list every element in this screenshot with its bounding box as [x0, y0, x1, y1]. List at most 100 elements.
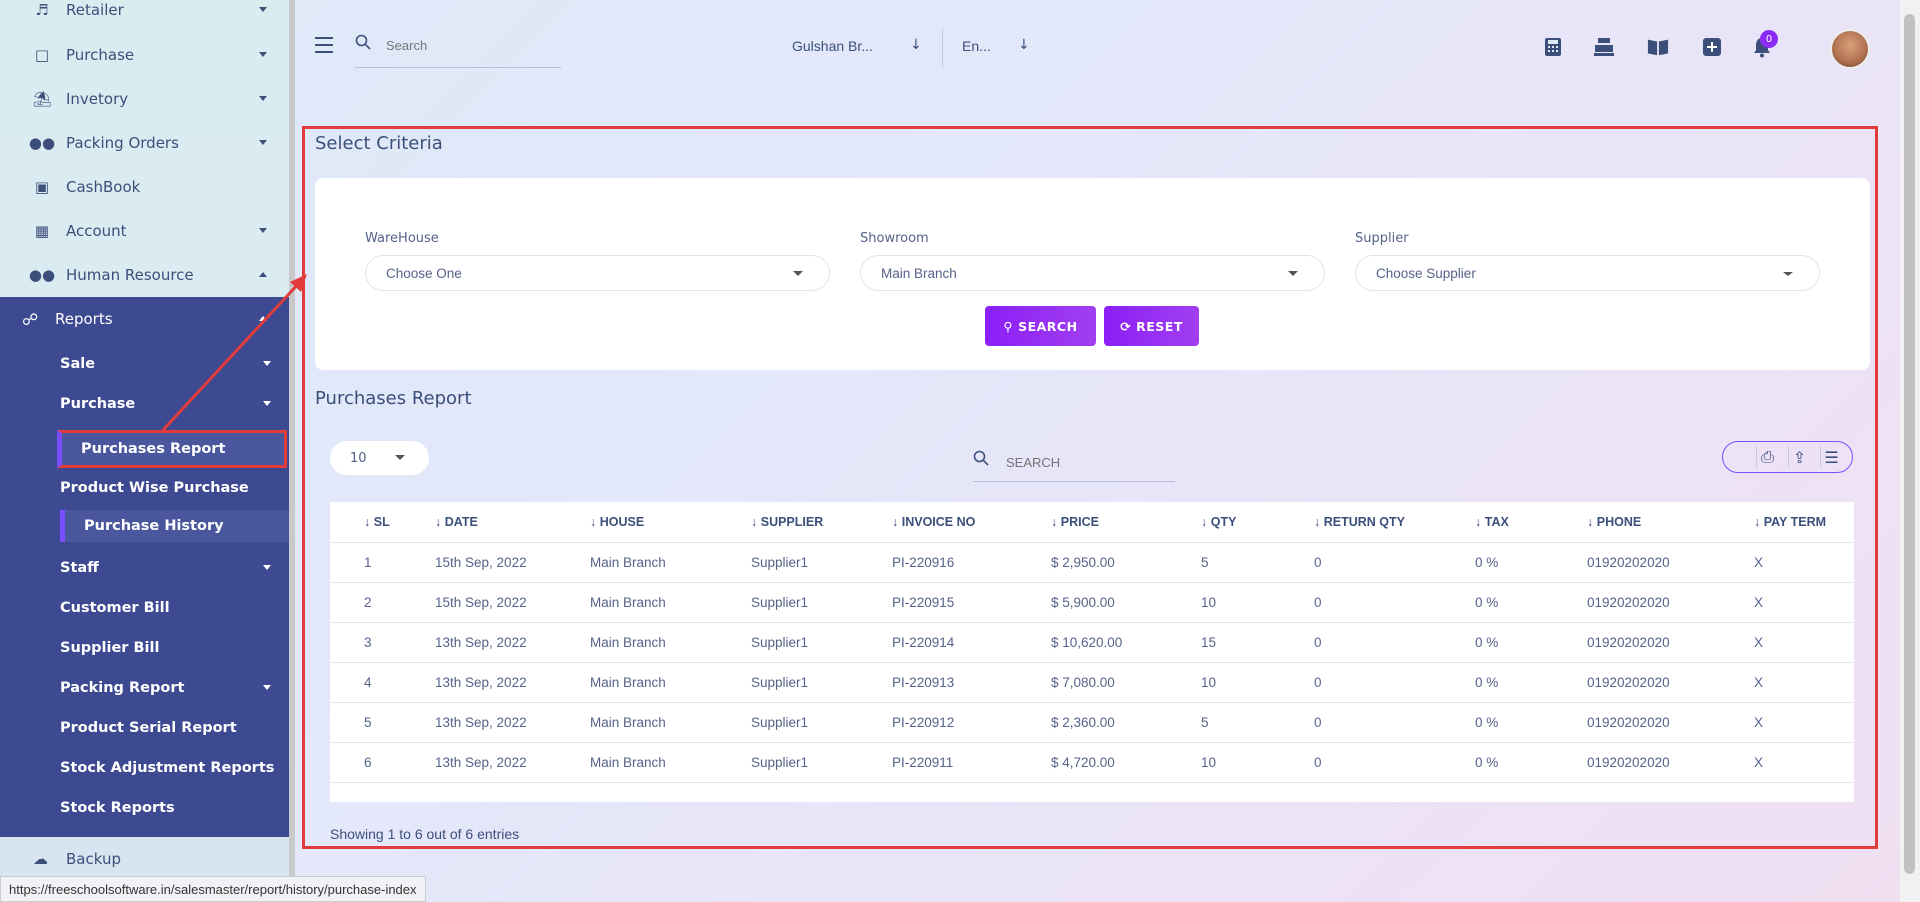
- search-button[interactable]: ⚲ SEARCH: [985, 306, 1096, 346]
- book-open-icon[interactable]: [1647, 36, 1669, 58]
- col-qty[interactable]: ↓ QTY: [1201, 502, 1314, 543]
- table-cell: Main Branch: [590, 622, 751, 663]
- divider: [942, 28, 943, 68]
- language-selector[interactable]: En...: [962, 38, 991, 54]
- sidebar-sub-stock-adjustment-reports[interactable]: Stock Adjustment Reports: [60, 760, 275, 776]
- caret-down-icon: [1783, 272, 1793, 276]
- chevron-up-icon: [259, 272, 267, 277]
- avatar[interactable]: [1830, 29, 1870, 69]
- table-cell: X: [1754, 662, 1854, 703]
- topbar: Gulshan Br... ↓ En... ↓: [295, 0, 1900, 95]
- chevron-down-icon: [259, 7, 267, 12]
- sidebar-scrollbar[interactable]: [289, 0, 295, 902]
- print-icon[interactable]: ⎙: [1756, 446, 1778, 468]
- calculator-icon: ▦: [34, 222, 50, 240]
- table-cell: 0 %: [1475, 742, 1587, 783]
- caret-down-icon: [793, 271, 803, 276]
- table-cell: 01920202020: [1587, 702, 1754, 743]
- col-phone[interactable]: ↓ PHONE: [1587, 502, 1754, 543]
- caret-down-icon: [395, 455, 405, 460]
- chevron-up-icon: [259, 316, 267, 321]
- table-cell: 0 %: [1475, 702, 1587, 743]
- hamburger-menu-icon[interactable]: [315, 37, 333, 53]
- page-scrollbar[interactable]: [1900, 0, 1920, 902]
- sidebar-sub-customer-bill[interactable]: Customer Bill: [60, 600, 170, 616]
- sidebar-sub-purchases-report[interactable]: Purchases Report: [57, 430, 287, 468]
- table-cell: 0: [1314, 742, 1475, 783]
- columns-icon[interactable]: ☰: [1820, 446, 1842, 468]
- table-cell: X: [1754, 542, 1854, 583]
- supplier-select[interactable]: Choose Supplier: [1355, 255, 1820, 291]
- table-cell: Main Branch: [590, 542, 751, 583]
- col-house[interactable]: ↓ HOUSE: [590, 502, 751, 543]
- criteria-title: Select Criteria: [315, 133, 443, 154]
- col-invoice-no[interactable]: ↓ INVOICE NO: [892, 502, 1051, 543]
- export-icon[interactable]: ⇪: [1788, 446, 1810, 468]
- page-length-select[interactable]: 10: [330, 441, 429, 475]
- showroom-select[interactable]: Main Branch: [860, 255, 1325, 291]
- sidebar-sub-purchase-history[interactable]: Purchase History: [60, 510, 289, 542]
- chevron-down-icon: [259, 96, 267, 101]
- sidebar-sub-staff[interactable]: Staff: [60, 553, 271, 583]
- col-price[interactable]: ↓ PRICE: [1051, 502, 1201, 543]
- table-cell: Supplier1: [751, 542, 892, 583]
- report-table: ↓ SL ↓ DATE ↓ HOUSE ↓ SUPPLIER ↓ INVOICE…: [330, 502, 1854, 783]
- bank-icon: ⛱: [32, 90, 52, 108]
- sidebar-sub-purchase[interactable]: Purchase: [60, 389, 271, 419]
- report-title: Purchases Report: [315, 388, 472, 409]
- arrow-down-icon[interactable]: ↓: [1018, 37, 1030, 53]
- sidebar-item-packing-orders[interactable]: ●● Packing Orders: [0, 121, 289, 165]
- sidebar-sub-supplier-bill[interactable]: Supplier Bill: [60, 640, 160, 656]
- search-input[interactable]: [386, 34, 556, 56]
- table-cell: Supplier1: [751, 742, 892, 783]
- sidebar-item-backup[interactable]: ☁ Backup: [0, 837, 289, 881]
- table-cell: 0: [1314, 662, 1475, 703]
- table-cell: X: [1754, 742, 1854, 783]
- table-search-input[interactable]: [1006, 452, 1166, 472]
- add-square-icon[interactable]: [1701, 36, 1723, 58]
- sidebar-item-retailer[interactable]: ♬ Retailer: [0, 0, 289, 32]
- reset-button[interactable]: ⟳ RESET: [1104, 306, 1199, 346]
- table-cell: 0: [1314, 542, 1475, 583]
- calculator-icon[interactable]: [1542, 36, 1564, 58]
- cash-register-icon[interactable]: [1593, 36, 1615, 58]
- col-tax[interactable]: ↓ TAX: [1475, 502, 1587, 543]
- sidebar-sub-sale[interactable]: Sale: [60, 349, 271, 379]
- table-cell: PI-220913: [892, 662, 1051, 703]
- scrollbar-thumb[interactable]: [1904, 14, 1915, 874]
- sidebar-item-reports[interactable]: ☍ Reports: [0, 297, 289, 341]
- warehouse-label: WareHouse: [365, 231, 439, 246]
- table-cell: PI-220915: [892, 582, 1051, 623]
- sidebar-item-human-resource[interactable]: ●● Human Resource: [0, 253, 289, 297]
- col-sl[interactable]: ↓ SL: [330, 502, 435, 543]
- table-cell: 01920202020: [1587, 542, 1754, 583]
- sidebar-sub-product-serial-report[interactable]: Product Serial Report: [60, 720, 237, 736]
- sidebar-sub-packing-report[interactable]: Packing Report: [60, 673, 271, 703]
- sidebar-sub-product-wise-purchase[interactable]: Product Wise Purchase: [60, 480, 249, 496]
- table-cell: 10: [1201, 662, 1314, 703]
- col-return-qty[interactable]: ↓ RETURN QTY: [1314, 502, 1475, 543]
- col-date[interactable]: ↓ DATE: [435, 502, 590, 543]
- sidebar-item-inventory[interactable]: ⛱ Invetory: [0, 77, 289, 121]
- criteria-card: WareHouse Choose One Showroom Main Branc…: [315, 178, 1870, 370]
- sidebar-item-cashbook[interactable]: ▣ CashBook: [34, 178, 141, 196]
- col-pay-term[interactable]: ↓ PAY TERM: [1754, 502, 1854, 543]
- sidebar-item-account[interactable]: ▦ Account: [0, 209, 289, 253]
- table-cell: 5: [1201, 702, 1314, 743]
- warehouse-select[interactable]: Choose One: [365, 255, 830, 291]
- sidebar-sub-stock-reports[interactable]: Stock Reports: [60, 800, 175, 816]
- sidebar-item-purchase[interactable]: □ Purchase: [0, 33, 289, 77]
- status-bar-url: https://freeschoolsoftware.in/salesmaste…: [0, 876, 426, 902]
- table-cell: $ 7,080.00: [1051, 662, 1201, 703]
- branch-selector[interactable]: Gulshan Br...: [792, 38, 873, 54]
- chevron-down-icon: [263, 361, 271, 366]
- col-supplier[interactable]: ↓ SUPPLIER: [751, 502, 892, 543]
- table-body: 1 15th Sep, 2022 Main Branch Supplier1 PI-22…: [330, 542, 1854, 783]
- table-cell: 13th Sep, 2022: [435, 662, 590, 703]
- users-icon: ●●: [28, 266, 56, 284]
- arrow-down-icon[interactable]: ↓: [910, 37, 922, 53]
- supplier-label: Supplier: [1355, 231, 1409, 246]
- showroom-label: Showroom: [860, 231, 929, 246]
- global-search: [355, 28, 561, 68]
- table-cell: $ 10,620.00: [1051, 622, 1201, 663]
